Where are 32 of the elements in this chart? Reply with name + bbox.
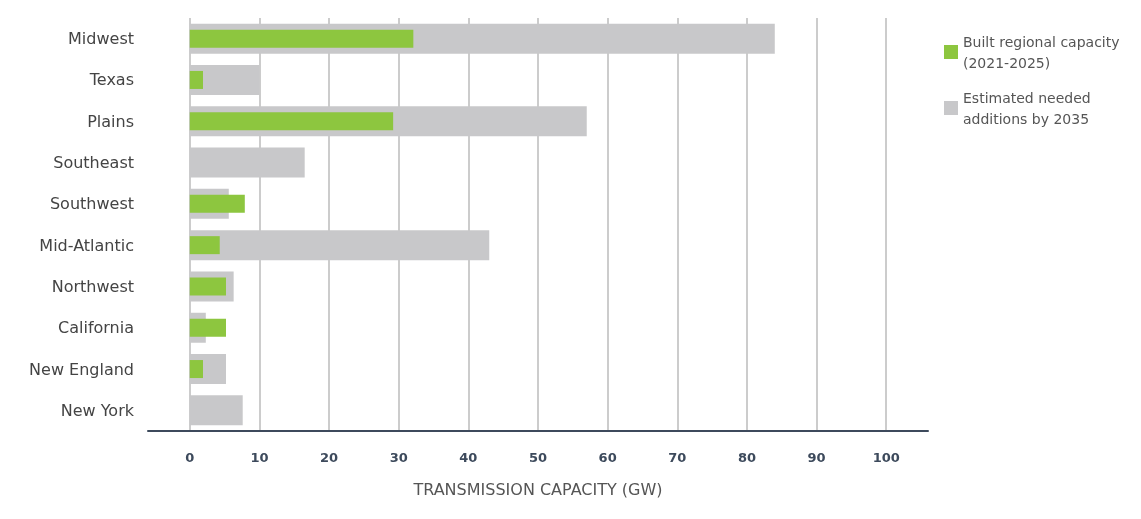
x-tick-label: 70 xyxy=(668,450,687,465)
y-tick-label: Mid-Atlantic xyxy=(39,235,134,255)
y-tick-label: New York xyxy=(60,400,135,420)
y-tick-label: Midwest xyxy=(68,29,134,49)
y-tick-label: Northwest xyxy=(51,276,134,296)
x-tick-label: 60 xyxy=(598,450,617,465)
x-tick-label: 10 xyxy=(250,450,269,465)
x-tick-label: 80 xyxy=(737,450,756,465)
x-tick-label: 50 xyxy=(528,450,548,465)
legend-label: Estimated needed additions by 2035 xyxy=(963,89,1096,127)
x-tick-label: 100 xyxy=(872,450,900,465)
bar xyxy=(189,318,226,337)
x-tick-label: 20 xyxy=(320,450,339,465)
bar xyxy=(189,29,414,48)
y-tick-label: Southwest xyxy=(49,194,134,214)
legend-label: Built regional capacity (2021-2025) xyxy=(963,33,1124,71)
x-tick-label: 30 xyxy=(389,450,408,465)
y-tick-label: California xyxy=(58,318,134,338)
y-tick-label: Plains xyxy=(87,111,134,131)
bar xyxy=(189,236,220,255)
x-tick-label: 90 xyxy=(807,450,826,465)
bar xyxy=(189,277,226,296)
x-axis-title: TRANSMISSION CAPACITY (GW) xyxy=(412,479,663,499)
y-tick-label: Southeast xyxy=(53,153,134,173)
bar xyxy=(189,360,204,379)
y-tick-label: Texas xyxy=(88,70,134,90)
y-tick-label: New England xyxy=(29,359,134,379)
bar xyxy=(189,70,204,89)
bar xyxy=(189,194,245,213)
x-tick-label: 40 xyxy=(459,450,478,465)
x-tick-label: 0 xyxy=(185,450,195,465)
bar xyxy=(189,112,394,131)
